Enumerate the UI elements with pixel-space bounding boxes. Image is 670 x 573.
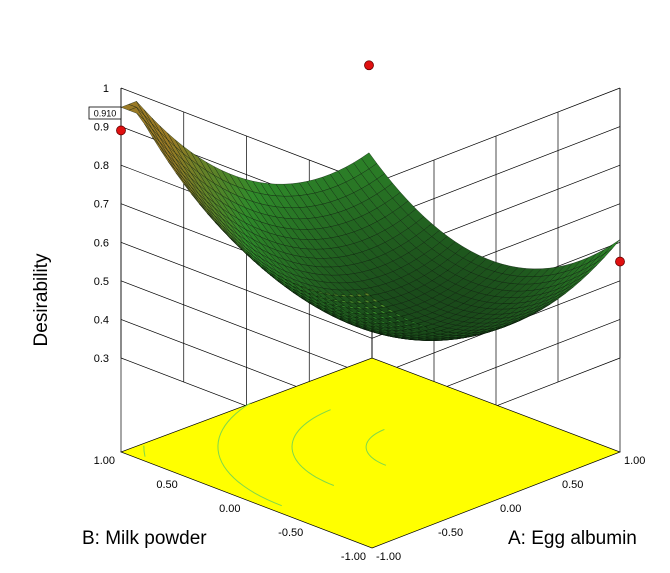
y-tick-label: -0.50	[278, 527, 303, 539]
y-tick-label: 1.00	[94, 455, 115, 467]
z-axis-title: Desirability	[31, 253, 52, 346]
y-tick-label: 0.00	[219, 503, 240, 515]
z-tick-label: 0.4	[94, 314, 109, 326]
max-value-label: 0.910	[94, 109, 117, 119]
design-point-marker	[365, 61, 374, 70]
x-axis-title: A: Egg albumin	[508, 528, 637, 549]
x-tick-label: -0.50	[438, 527, 463, 539]
design-point-marker	[117, 126, 126, 135]
z-tick-label: 0.7	[94, 199, 109, 211]
x-tick-label: 1.00	[624, 455, 645, 467]
design-point-marker	[616, 257, 625, 266]
x-tick-label: 0.00	[500, 503, 521, 515]
z-tick-label: 1	[103, 83, 109, 95]
x-tick-label: -1.00	[376, 551, 401, 563]
z-tick-label: 0.3	[94, 353, 109, 365]
z-tick-label: 0.5	[94, 276, 109, 288]
response-surface	[121, 101, 620, 340]
y-tick-label: -1.00	[341, 551, 366, 563]
y-axis-title: B: Milk powder	[82, 528, 207, 549]
surface-cell	[604, 240, 620, 254]
z-tick-label: 0.9	[94, 122, 109, 134]
z-tick-label: 0.6	[94, 237, 109, 249]
z-tick-label: 0.8	[94, 160, 109, 172]
y-tick-label: 0.50	[156, 479, 177, 491]
x-tick-label: 0.50	[562, 479, 583, 491]
